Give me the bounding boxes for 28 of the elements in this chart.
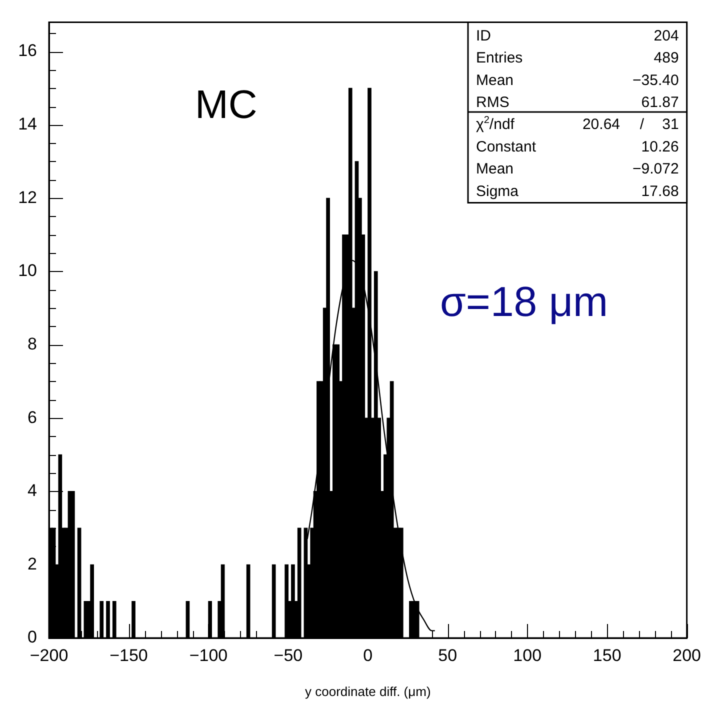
- y-tick-label: 4: [28, 481, 37, 500]
- x-tick-label: 100: [513, 646, 542, 665]
- y-tick-label: 16: [18, 41, 37, 60]
- x-tick-label: 0: [363, 646, 373, 665]
- x-tick-label: −200: [30, 646, 68, 665]
- y-tick-label: 0: [28, 628, 37, 647]
- text: RMS 61.87: [476, 94, 679, 111]
- y-tick-label: 2: [28, 554, 37, 574]
- text: Constant 10.26: [476, 138, 679, 156]
- x-axis-title: y coordinate diff. (μm): [305, 684, 431, 699]
- annotation: MC: [195, 83, 258, 127]
- x-tick-label: 150: [592, 646, 622, 665]
- y-tick-label: 14: [18, 114, 37, 134]
- x-tick-label: 50: [438, 646, 458, 665]
- x-tick-label: −150: [110, 646, 148, 665]
- text: Mean −35.40: [476, 72, 679, 89]
- x-tick-label: −50: [274, 646, 303, 665]
- text: Entries 489: [476, 50, 679, 67]
- y-tick-label: 8: [28, 334, 37, 354]
- y-tick-label: 6: [28, 408, 37, 427]
- text: Mean −9.072: [476, 160, 679, 178]
- y-tick-label: 10: [18, 261, 37, 280]
- y-tick-label: 12: [18, 188, 37, 207]
- x-tick-label: −100: [189, 646, 228, 665]
- text: Sigma 17.68: [476, 182, 679, 200]
- text: ID 204: [476, 27, 679, 44]
- annotation: σ=18 μm: [440, 278, 608, 325]
- x-tick-label: 200: [672, 646, 702, 665]
